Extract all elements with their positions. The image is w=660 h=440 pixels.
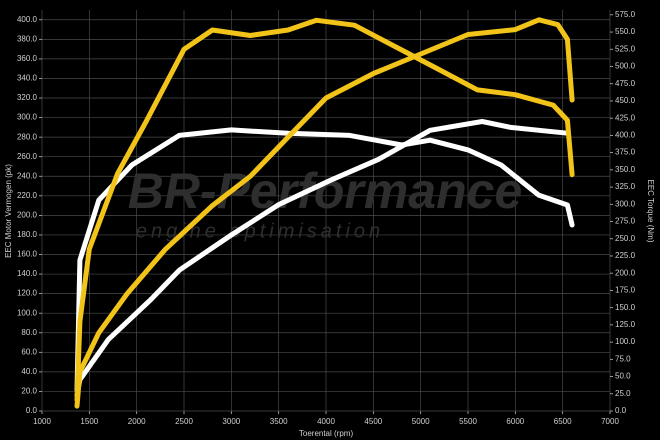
curve <box>74 17 575 409</box>
x-tick-label: 1500 <box>80 417 98 426</box>
y-tick-label: 0.0 <box>26 406 38 415</box>
y2-tick-label: 325.0 <box>615 182 636 191</box>
y-tick-label: 260.0 <box>17 152 38 161</box>
y2-tick-label: 150.0 <box>615 303 636 312</box>
y-tick-label: 140.0 <box>17 269 38 278</box>
plot <box>74 17 575 409</box>
x-tick-label: 5500 <box>459 417 477 426</box>
y2-tick-label: 425.0 <box>615 113 636 122</box>
y2-axis-title: EEC Torque (Nm) <box>646 180 655 243</box>
y-tick-label: 40.0 <box>21 367 37 376</box>
y2-tick-label: 500.0 <box>615 62 636 71</box>
watermark-logo: BR-Performance <box>128 163 523 219</box>
y2-tick-label: 200.0 <box>615 268 636 277</box>
y2-tick-label: 300.0 <box>615 199 636 208</box>
y2-tick-label: 400.0 <box>615 131 636 140</box>
y2-tick-label: 450.0 <box>615 96 636 105</box>
y2-tick-label: 250.0 <box>615 234 636 243</box>
x-tick-label: 2500 <box>175 417 193 426</box>
y-tick-label: 80.0 <box>21 328 37 337</box>
y-tick-label: 120.0 <box>17 289 38 298</box>
x-tick-label: 6500 <box>554 417 572 426</box>
x-tick-label: 4000 <box>317 417 335 426</box>
x-tick-label: 3000 <box>222 417 240 426</box>
y-tick-label: 100.0 <box>17 308 38 317</box>
y-tick-label: 300.0 <box>17 113 38 122</box>
x-tick-label: 4500 <box>364 417 382 426</box>
y2-tick-label: 50.0 <box>615 372 631 381</box>
y-tick-label: 20.0 <box>21 387 37 396</box>
y-tick-label: 380.0 <box>17 34 38 43</box>
y2-tick-label: 25.0 <box>615 389 631 398</box>
y-axis-title: EEC Motor Vermogen (pk) <box>4 164 13 258</box>
y2-tick-label: 100.0 <box>615 337 636 346</box>
y-tick-label: 60.0 <box>21 347 37 356</box>
y2-tick-label: 275.0 <box>615 217 636 226</box>
x-tick-label: 1000 <box>33 417 51 426</box>
x-tick-label: 5000 <box>412 417 430 426</box>
grid <box>39 10 613 414</box>
y-tick-label: 240.0 <box>17 171 38 180</box>
y2-tick-label: 475.0 <box>615 79 636 88</box>
y-tick-label: 340.0 <box>17 74 38 83</box>
y-tick-label: 160.0 <box>17 250 38 259</box>
y2-tick-label: 575.0 <box>615 10 636 19</box>
x-tick-label: 3500 <box>270 417 288 426</box>
y2-tick-label: 350.0 <box>615 165 636 174</box>
curve <box>74 119 570 398</box>
curve <box>74 17 575 403</box>
y-tick-label: 220.0 <box>17 191 38 200</box>
y-tick-label: 320.0 <box>17 93 38 102</box>
y2-tick-label: 550.0 <box>615 27 636 36</box>
y2-tick-label: 175.0 <box>615 286 636 295</box>
x-tick-label: 7000 <box>601 417 619 426</box>
y-tick-label: 400.0 <box>17 15 38 24</box>
x-tick-label: 6000 <box>506 417 524 426</box>
y2-tick-label: 375.0 <box>615 148 636 157</box>
y-tick-label: 280.0 <box>17 132 38 141</box>
y-tick-label: 180.0 <box>17 230 38 239</box>
y2-tick-label: 125.0 <box>615 320 636 329</box>
y2-tick-label: 225.0 <box>615 251 636 260</box>
y2-tick-label: 75.0 <box>615 354 631 363</box>
y2-tick-label: 0.0 <box>615 406 627 415</box>
y-tick-label: 360.0 <box>17 54 38 63</box>
x-tick-label: 2000 <box>128 417 146 426</box>
y-tick-label: 200.0 <box>17 210 38 219</box>
x-axis-title: Toerental (rpm) <box>299 429 354 438</box>
watermark-tagline: engine optimisation <box>136 220 384 242</box>
y2-tick-label: 525.0 <box>615 44 636 53</box>
